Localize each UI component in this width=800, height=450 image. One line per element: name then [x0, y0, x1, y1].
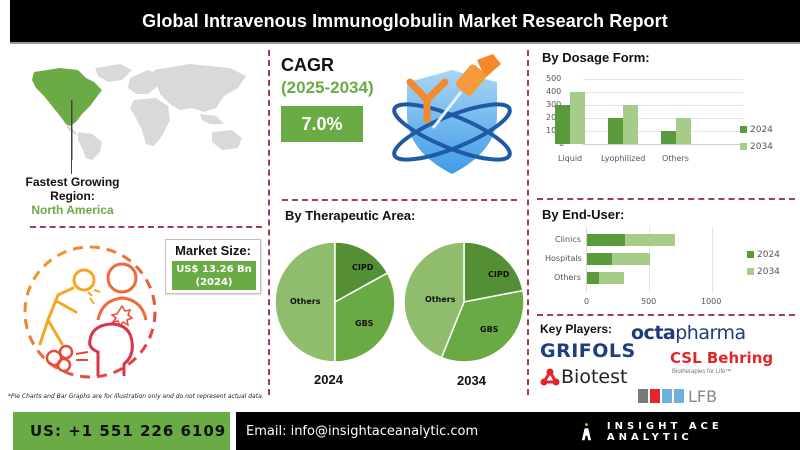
- cagr-value-box: 7.0%: [281, 106, 363, 142]
- pie-2024-label-others: Others: [290, 297, 321, 306]
- y-tick: 400: [546, 87, 562, 96]
- bar-others-2024: [587, 272, 599, 284]
- bar-others-2034: [676, 118, 691, 144]
- brand-text: INSIGHT ACE ANALYTIC: [606, 421, 723, 443]
- y-tick: 500: [546, 74, 562, 83]
- divider-enduser-bottom: [537, 314, 795, 316]
- immunity-shield-antibody-icon: [392, 54, 512, 174]
- pie-2034-label-others: Others: [425, 295, 456, 304]
- region-label-line2: Region:: [50, 189, 95, 203]
- x-label-liquid: Liquid: [558, 154, 583, 163]
- y-tick: 200: [546, 113, 562, 122]
- logo-grifols: GRIFOLS: [540, 340, 636, 362]
- x-tick: 0: [584, 297, 590, 306]
- y-tick: 300: [546, 100, 562, 109]
- y-label-others: Others: [554, 273, 581, 282]
- bar-liquid-2034: [570, 92, 585, 144]
- report-title-bar: Global Intravenous Immunoglobulin Market…: [10, 0, 800, 42]
- legend-2034: 2034: [740, 142, 773, 152]
- y-label-clinics: Clinics: [555, 235, 581, 244]
- x-tick: 500: [641, 297, 657, 306]
- pie-chart-2034: CIPD GBS Others: [403, 241, 525, 363]
- market-size-title: Market Size:: [175, 243, 251, 258]
- footer-email[interactable]: Email: info@insightaceanalytic.com: [236, 412, 800, 450]
- bar-clinics-2034: [625, 234, 675, 246]
- x-label-others: Others: [662, 154, 689, 163]
- disclaimer-footnote: *Pie Charts and Bar Graphs are for illus…: [8, 393, 264, 400]
- report-title: Global Intravenous Immunoglobulin Market…: [142, 10, 668, 31]
- bar-lyophilized-2024: [608, 118, 623, 144]
- pie-chart-2024: CIPD GBS Others: [274, 241, 396, 363]
- end-user-title: By End-User:: [542, 207, 625, 222]
- phone-text: US: +1 551 226 6109: [30, 422, 227, 440]
- divider-map-bottom: [30, 226, 262, 228]
- bar-liquid-2024: [555, 105, 570, 144]
- pie-2034-label-gbs: GBS: [480, 325, 499, 334]
- x-label-lyophilized: Lyophilized: [601, 154, 646, 163]
- legend-2024: 2024: [740, 125, 773, 135]
- insight-ace-logo-icon: [581, 423, 592, 441]
- region-value: North America: [31, 203, 114, 217]
- market-size-card: Market Size: US$ 13.26 Bn (2024): [165, 239, 261, 294]
- csl-tagline: Biotherapies for Life™: [672, 369, 732, 375]
- region-label-line1: Fastest Growing: [25, 175, 120, 189]
- dosage-form-title: By Dosage Form:: [542, 50, 650, 65]
- pie-year-2024: 2024: [314, 372, 343, 387]
- region-pointer-line: [71, 100, 72, 174]
- cagr-title: CAGR: [281, 55, 334, 75]
- world-map-icon: [32, 64, 246, 160]
- pie-2024-label-cipd: CIPD: [352, 263, 374, 272]
- bar-clinics-2024: [587, 234, 625, 246]
- biotest-logo-icon: [540, 368, 560, 386]
- market-size-value-box: US$ 13.26 Bn (2024): [172, 261, 256, 290]
- cagr-value: 7.0%: [301, 113, 343, 134]
- pie-2024-label-gbs: GBS: [355, 319, 374, 328]
- divider-right: [527, 50, 529, 395]
- y-label-hospitals: Hospitals: [545, 254, 582, 263]
- legend-2034: 2034: [747, 267, 780, 277]
- pie-year-2034: 2034: [457, 373, 486, 388]
- divider-dosage-bottom: [537, 198, 795, 200]
- respiratory-symptoms-icon: [23, 245, 157, 379]
- logo-biotest: Biotest: [561, 366, 628, 388]
- footer-phone[interactable]: US: +1 551 226 6109: [13, 412, 230, 450]
- bar-others-2034: [599, 272, 624, 284]
- fastest-growing-region-label: Fastest Growing Region: North America: [10, 175, 135, 217]
- divider-cagr-bottom: [282, 199, 517, 201]
- pie-2034-label-cipd: CIPD: [488, 270, 510, 279]
- key-players-title: Key Players:: [540, 322, 613, 336]
- divider-left: [268, 50, 270, 395]
- y-tick: 100: [546, 126, 562, 135]
- x-tick: 1000: [701, 297, 722, 306]
- header-shadow: [10, 42, 800, 44]
- therapeutic-area-title: By Therapeutic Area:: [285, 208, 416, 223]
- market-size-value: US$ 13.26 Bn: [176, 264, 252, 275]
- footer-brand: INSIGHT ACE ANALYTIC: [580, 421, 800, 443]
- bar-hospitals-2034: [612, 253, 650, 265]
- cagr-period: (2025-2034): [281, 78, 374, 97]
- email-text: Email: info@insightaceanalytic.com: [246, 423, 479, 439]
- logo-csl-behring: CSL Behring: [670, 349, 774, 367]
- logo-octapharma: octapharma: [631, 322, 746, 344]
- bar-others-2024: [661, 131, 676, 144]
- logo-lfb: LFB: [638, 386, 717, 406]
- legend-2024: 2024: [747, 250, 780, 260]
- end-user-bar-chart: Clinics Hospitals Others 0 500 1000 2024…: [540, 225, 795, 310]
- market-size-year: (2024): [195, 277, 233, 288]
- bar-lyophilized-2034: [623, 105, 638, 144]
- dosage-form-bar-chart: 500 400 300 200 100 0 Liquid Lyophilized…: [540, 72, 795, 172]
- bar-hospitals-2024: [587, 253, 612, 265]
